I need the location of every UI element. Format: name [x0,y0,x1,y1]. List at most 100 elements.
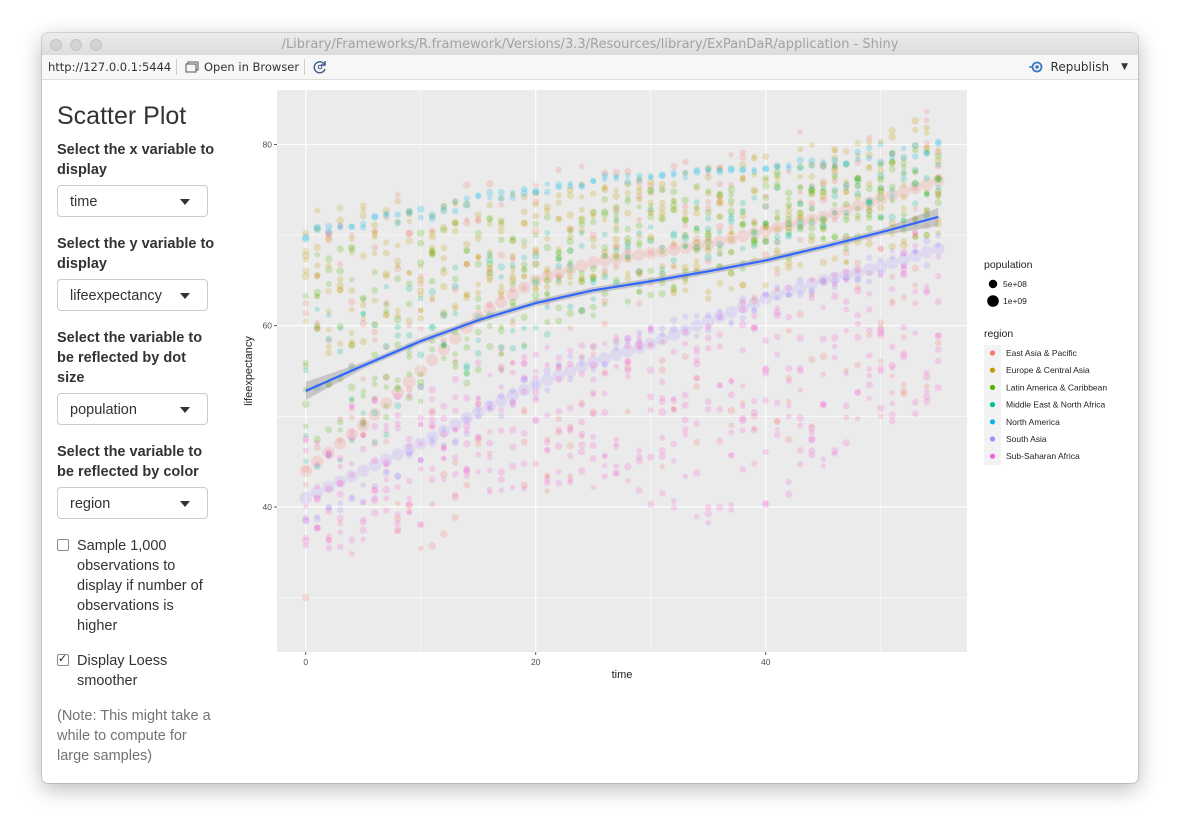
data-point [590,410,597,418]
data-point [727,269,735,277]
page-title: Scatter Plot [57,102,187,130]
data-point [912,249,919,255]
data-point [589,441,597,450]
data-point [624,335,632,343]
zoom-window-button[interactable] [90,39,102,51]
y-variable-select[interactable]: lifeexpectancy [57,279,208,311]
data-point [325,381,332,388]
data-point [900,237,907,245]
data-point [555,254,562,261]
data-point [762,220,770,228]
color-legend-label: North America [1006,417,1060,427]
large-data-point [874,260,887,273]
data-point [716,180,724,188]
data-point [682,275,689,282]
data-point [428,408,436,417]
data-point [613,217,620,224]
data-point [314,273,321,280]
data-point [429,423,436,430]
data-point [762,364,769,372]
data-point [474,366,482,374]
data-point [613,226,620,234]
data-point [463,200,471,209]
data-point [462,422,471,430]
data-point [451,375,459,383]
data-point [509,344,517,352]
color-variable-select[interactable]: region [57,487,208,519]
data-point [532,227,540,235]
data-point [302,447,309,454]
minimize-window-button[interactable] [70,39,82,51]
data-point [417,440,424,447]
data-point [418,456,424,462]
sample-checkbox[interactable] [57,539,69,551]
data-point [682,431,689,438]
data-point [624,198,631,205]
data-point [670,169,678,176]
data-point [865,197,873,204]
data-point [658,357,666,364]
data-point [337,224,344,231]
data-point [923,231,931,239]
data-point [452,394,459,401]
data-point [520,359,528,368]
data-point [877,162,884,169]
close-window-button[interactable] [50,39,62,51]
data-point [452,359,459,367]
data-point [348,341,356,349]
data-point [429,501,436,508]
data-point [739,415,747,423]
data-point [878,358,884,364]
data-point [485,180,494,188]
data-point [325,544,333,552]
data-point [497,345,505,352]
data-point [313,324,321,332]
data-point [498,195,504,202]
data-point [394,385,402,393]
data-point [337,348,344,355]
data-point [567,247,574,254]
loess-checkbox[interactable] [57,652,69,666]
data-point [440,226,448,234]
open-in-browser-button[interactable]: Open in Browser [185,58,299,76]
data-point [313,435,321,444]
x-variable-select[interactable]: time [57,185,208,217]
data-point [636,177,643,184]
data-point [866,332,873,339]
data-point [498,295,505,301]
data-point [670,458,677,464]
large-data-point [506,288,519,302]
data-point [693,185,700,192]
refresh-icon[interactable] [312,59,328,75]
data-point [935,232,942,239]
large-data-point [633,248,646,262]
data-point [440,254,447,262]
data-point [739,175,747,183]
republish-button[interactable]: Republish ▼ [1028,58,1128,76]
data-point [716,313,724,321]
data-point [820,401,826,408]
data-point [463,240,471,248]
data-point [532,220,539,228]
data-point [624,234,632,243]
data-point [301,251,310,260]
data-point [521,409,528,416]
data-point [302,293,309,299]
data-point [578,399,586,407]
data-point [394,264,402,273]
data-point [417,291,424,298]
data-point [831,233,838,241]
data-point [452,351,459,358]
data-point [670,180,678,188]
data-point [337,506,344,514]
size-variable-select[interactable]: population [57,393,208,425]
data-point [808,355,816,364]
data-point [348,298,356,306]
data-point [625,360,631,366]
data-point [556,274,562,281]
data-point [923,383,930,390]
chevron-down-icon[interactable]: ▼ [1121,62,1128,72]
data-point [877,158,885,166]
data-point [348,536,356,544]
data-point [337,437,344,444]
